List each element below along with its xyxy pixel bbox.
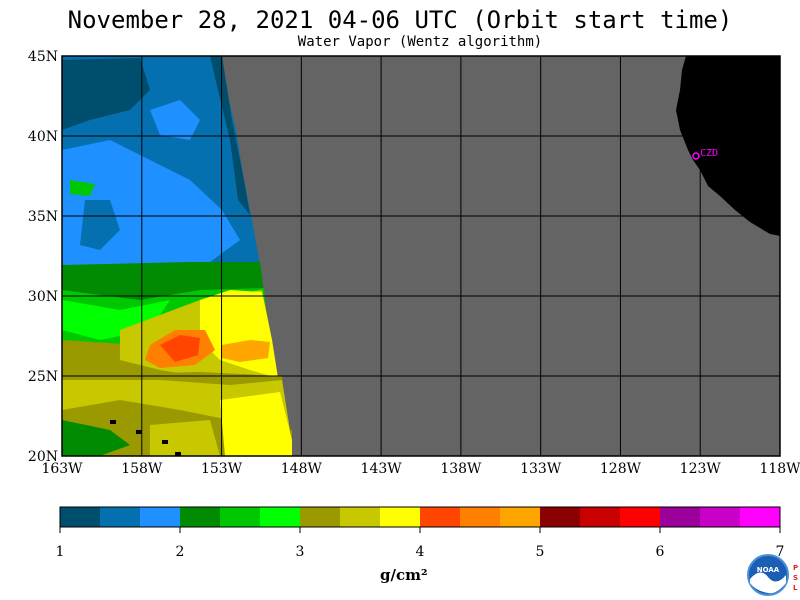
colorbar-swatch — [140, 507, 181, 527]
colorbar-swatch — [660, 507, 701, 527]
colorbar-swatch — [500, 507, 541, 527]
psl-letter: L — [793, 584, 798, 592]
lon-label: 133W — [520, 461, 562, 477]
colorbar-swatch — [100, 507, 141, 527]
lat-label: 20N — [28, 449, 58, 465]
colorbar-swatch — [300, 507, 341, 527]
colorbar-swatch — [540, 507, 581, 527]
colorbar-tick-label: 1 — [56, 544, 65, 560]
lon-label: 148W — [281, 461, 323, 477]
psl-letter: P — [793, 564, 798, 572]
lat-label: 40N — [28, 129, 58, 145]
lon-label: 138W — [440, 461, 482, 477]
svg-text:PSL: PSL — [793, 564, 798, 592]
lon-label: 128W — [600, 461, 642, 477]
lon-label: 123W — [680, 461, 722, 477]
page-title: November 28, 2021 04-06 UTC (Orbit start… — [67, 6, 733, 34]
colorbar-swatch — [220, 507, 261, 527]
colorbar — [59, 506, 781, 533]
colorbar-swatch — [740, 507, 781, 527]
colorbar-tick-label: 2 — [176, 544, 185, 560]
colorbar-swatch — [340, 507, 381, 527]
longitude-labels: 163W 158W 153W 148W 143W 138W 133W 128W 123W 118W — [41, 461, 800, 477]
station-label: CZD — [700, 148, 718, 159]
noaa-logo: NOAA — [747, 554, 789, 596]
colorbar-swatch — [580, 507, 621, 527]
lon-label: 158W — [121, 461, 163, 477]
colorbar-swatch — [420, 507, 461, 527]
lon-label: 118W — [759, 461, 800, 477]
colorbar-swatch — [380, 507, 421, 527]
psl-letter: S — [793, 574, 798, 582]
colorbar-tick-label: 6 — [656, 544, 665, 560]
colorbar-tick-labels: 1 2 3 4 5 6 7 — [56, 544, 785, 560]
colorbar-tick-label: 5 — [536, 544, 545, 560]
colorbar-units: g/cm² — [380, 566, 428, 584]
lat-label: 45N — [28, 49, 58, 65]
lat-label: 30N — [28, 289, 58, 305]
station-marker: CZD — [692, 148, 718, 160]
colorbar-swatch — [700, 507, 741, 527]
page-subtitle: Water Vapor (Wentz algorithm) — [297, 34, 543, 50]
colorbar-tick-label: 7 — [776, 544, 785, 560]
lat-label: 25N — [28, 369, 58, 385]
graticule — [62, 56, 780, 456]
lon-label: 143W — [361, 461, 403, 477]
map-frame — [61, 55, 781, 457]
station-icon — [692, 152, 700, 160]
colorbar-swatch — [620, 507, 661, 527]
land-mass — [676, 56, 780, 236]
colorbar-tick-label: 3 — [296, 544, 305, 560]
colorbar-swatch — [260, 507, 301, 527]
lat-label: 35N — [28, 209, 58, 225]
water-vapor-swath — [62, 56, 292, 456]
map-plot-area — [62, 56, 780, 456]
lon-label: 153W — [201, 461, 243, 477]
colorbar-swatch — [180, 507, 221, 527]
colorbar-swatch — [460, 507, 501, 527]
colorbar-tick-label: 4 — [416, 544, 425, 560]
colorbar-swatch — [60, 507, 101, 527]
lon-label: 163W — [41, 461, 83, 477]
logo-text: NOAA — [757, 566, 780, 574]
latitude-labels: 45N 40N 35N 30N 25N 20N — [28, 49, 58, 465]
